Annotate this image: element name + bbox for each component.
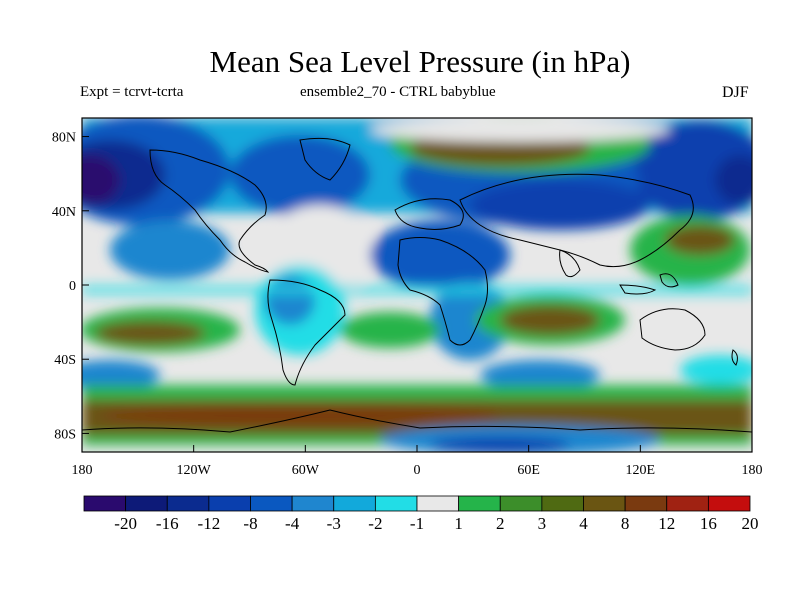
experiment-label: Expt = tcrvt-tcrta <box>80 84 184 100</box>
lon-label: 60E <box>517 463 540 478</box>
lat-label: 80S <box>54 427 76 442</box>
lon-label: 180 <box>742 463 763 478</box>
page-title: Mean Sea Level Pressure (in hPa) <box>209 44 631 79</box>
lat-label: 0 <box>69 279 76 294</box>
colorbar-label: -1 <box>410 514 424 533</box>
pressure-map: 80N 40N 0 40S 80S 180 120W 60W 0 60E 120E 180 <box>52 117 763 478</box>
colorbar-swatch <box>499 495 543 512</box>
colorbar-swatch <box>125 495 168 512</box>
colorbar-label: -2 <box>368 514 382 533</box>
colorbar-label: 20 <box>742 514 759 533</box>
colorbar-swatch <box>166 495 210 512</box>
colorbar-label: -4 <box>285 514 300 533</box>
colorbar-label: 12 <box>658 514 675 533</box>
lat-label: 40S <box>54 353 76 368</box>
colorbar-label: 8 <box>621 514 630 533</box>
lon-label: 0 <box>414 463 421 478</box>
colorbar-label: 4 <box>579 514 588 533</box>
colorbar-swatch <box>416 495 460 512</box>
colorbar-label: 2 <box>496 514 505 533</box>
lat-label: 40N <box>52 205 76 220</box>
colorbar-swatch <box>707 495 751 512</box>
colorbar-swatch <box>458 495 501 512</box>
lat-label: 80N <box>52 131 76 146</box>
colorbar-label: 16 <box>700 514 717 533</box>
colorbar-label: 1 <box>454 514 463 533</box>
season-label: DJF <box>722 84 749 101</box>
colorbar-label: -8 <box>243 514 257 533</box>
map-field <box>82 118 752 452</box>
colorbar-swatch <box>583 495 626 512</box>
colorbar-swatch <box>541 495 584 512</box>
lon-label: 120W <box>177 463 212 478</box>
colorbar-label: -3 <box>327 514 341 533</box>
coastlines <box>82 137 752 433</box>
lon-label: 120E <box>626 463 656 478</box>
colorbar-swatch <box>374 495 418 512</box>
colorbar-swatch <box>83 495 127 512</box>
colorbar-swatch <box>333 495 376 512</box>
lon-label: 60W <box>292 463 320 478</box>
ensemble-label: ensemble2_70 - CTRL babyblue <box>300 84 496 100</box>
colorbar-label: -16 <box>156 514 179 533</box>
colorbar-label: 3 <box>538 514 547 533</box>
colorbar-label: -20 <box>114 514 137 533</box>
latitude-axis: 80N 40N 0 40S 80S <box>52 131 89 442</box>
colorbar-swatch <box>666 495 709 512</box>
longitude-axis: 180 120W 60W 0 60E 120E 180 <box>72 445 763 478</box>
colorbar-label: -12 <box>198 514 221 533</box>
colorbar-swatch <box>291 495 335 512</box>
colorbar-swatch <box>208 495 251 512</box>
colorbar-swatch <box>624 495 668 512</box>
lon-label: 180 <box>72 463 93 478</box>
colorbar-swatch <box>250 495 293 512</box>
